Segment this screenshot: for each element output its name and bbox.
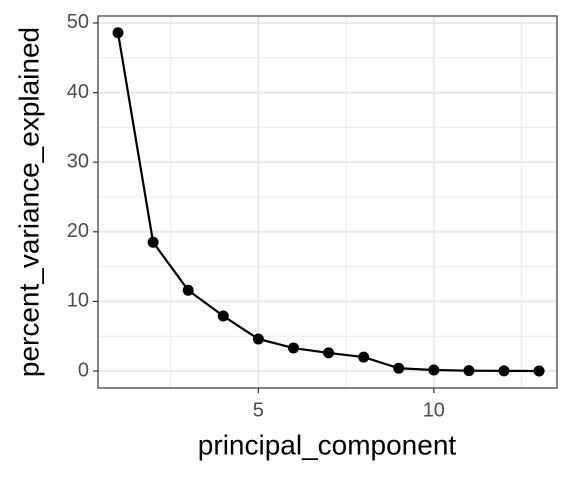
point (112, 27, 124, 39)
point (428, 364, 440, 376)
panel-border (97, 15, 558, 389)
x-tick-label: 10 (423, 399, 445, 421)
point (323, 347, 335, 359)
point (533, 365, 545, 377)
y-tick-label: 50 (67, 11, 89, 33)
y-tick-label: 30 (67, 150, 89, 172)
point (182, 284, 194, 296)
x-tick-label: 5 (253, 399, 264, 421)
point (358, 351, 370, 363)
y-tick-label: 0 (78, 359, 89, 381)
point (252, 333, 264, 345)
panel (98, 16, 557, 388)
y-tick-label: 40 (67, 81, 89, 103)
y-tick-label: 20 (67, 220, 89, 242)
point (463, 365, 475, 377)
x-axis-title: principal_component (198, 429, 457, 460)
point (147, 236, 159, 248)
point (393, 362, 405, 374)
point (498, 365, 510, 377)
point (217, 310, 229, 322)
y-axis-title: percent_variance_explained (13, 27, 44, 377)
y-tick-label: 10 (67, 290, 89, 312)
point (287, 342, 299, 354)
